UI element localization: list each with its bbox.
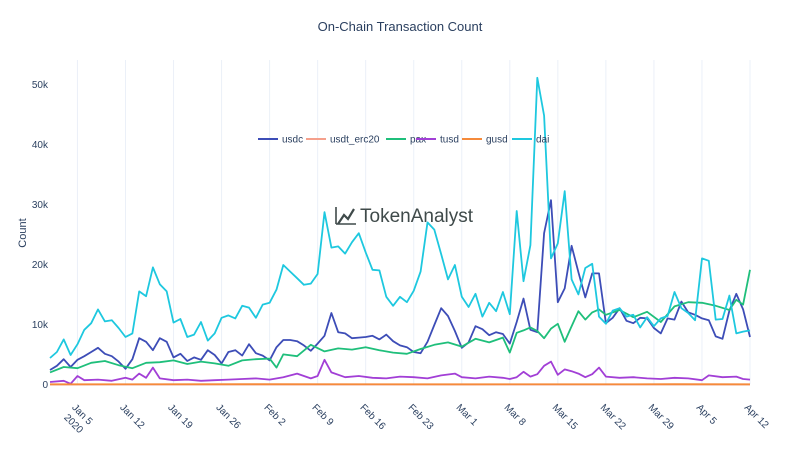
x-tick-label: Feb 16 bbox=[358, 402, 388, 432]
x-tick-label: Jan 26 bbox=[213, 402, 242, 431]
x-tick-label: Mar 1 bbox=[454, 402, 480, 428]
x-tick-label: Jan 19 bbox=[165, 402, 194, 431]
y-tick-label: 10k bbox=[32, 320, 49, 331]
x-tick-label: Mar 8 bbox=[502, 402, 528, 428]
watermark-text: TokenAnalyst bbox=[360, 206, 474, 227]
y-tick-label: 50k bbox=[32, 80, 49, 91]
y-tick-label: 30k bbox=[32, 200, 49, 211]
y-axis-label: Count bbox=[17, 218, 29, 247]
x-tick-label: Feb 2 bbox=[261, 402, 287, 428]
chart-logo-icon bbox=[335, 207, 356, 225]
legend-label-usdt_erc20: usdt_erc20 bbox=[330, 135, 380, 146]
y-tick-label: 20k bbox=[32, 260, 49, 271]
x-tick-label: Jan 12 bbox=[117, 402, 146, 431]
legend-label-usdc: usdc bbox=[282, 135, 303, 146]
watermark: TokenAnalyst bbox=[335, 206, 474, 227]
legend-label-dai: dai bbox=[536, 135, 549, 146]
y-tick-label: 0 bbox=[42, 380, 48, 391]
x-tick-label: Feb 9 bbox=[310, 402, 336, 428]
x-tick-label: Apr 5 bbox=[694, 402, 719, 427]
series-line-usdc bbox=[49, 199, 751, 371]
x-tick-label: Mar 22 bbox=[598, 402, 628, 432]
x-tick-label: Apr 12 bbox=[742, 402, 771, 431]
y-tick-label: 40k bbox=[32, 140, 49, 151]
series-line-tusd bbox=[49, 358, 751, 385]
chart-title: On-Chain Transaction Count bbox=[318, 19, 483, 34]
series-line-dai bbox=[49, 76, 751, 359]
series-lines bbox=[49, 76, 751, 386]
x-tick-label: Mar 15 bbox=[550, 402, 580, 432]
x-tick-label: Feb 23 bbox=[406, 402, 436, 432]
y-axis-ticks: 0 10k 20k 30k 40k 50k bbox=[32, 80, 49, 391]
legend-label-tusd: tusd bbox=[440, 135, 459, 146]
x-tick-label: Mar 29 bbox=[646, 402, 676, 432]
grid-lines bbox=[50, 60, 751, 386]
legend-label-gusd: gusd bbox=[486, 135, 508, 146]
